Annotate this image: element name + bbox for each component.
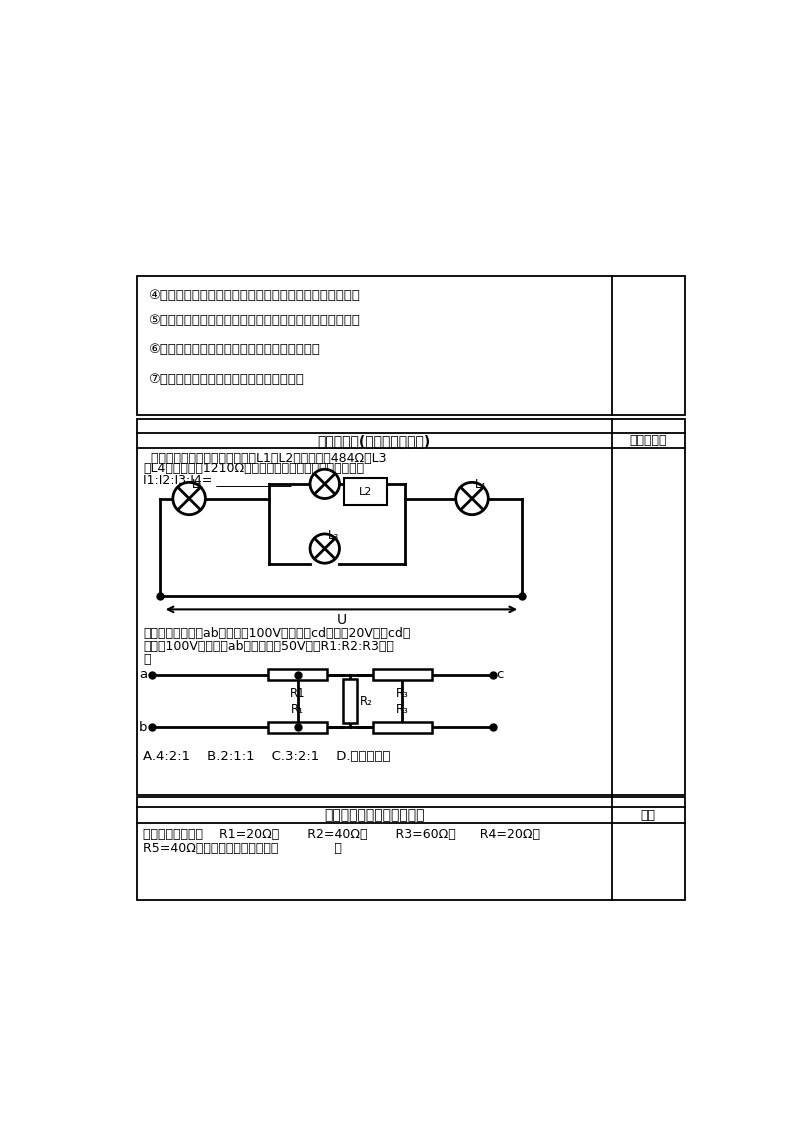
Text: c: c (496, 668, 503, 681)
Bar (138, 419, 685, 795)
Text: R₃: R₃ (396, 687, 409, 701)
Circle shape (310, 470, 339, 498)
Text: a: a (139, 668, 147, 681)
Bar (373, 722, 432, 732)
Bar (138, 276, 685, 414)
Circle shape (456, 482, 488, 515)
Text: R5=40Ω，则下列说法正确的是（              ）: R5=40Ω，则下列说法正确的是（ ） (143, 842, 342, 855)
Text: L₁: L₁ (192, 479, 204, 491)
Text: L2: L2 (358, 487, 372, 497)
Bar (344, 478, 386, 506)
Text: ⑥并联电路中，某一电阵增大，总电阵如何变？: ⑥并联电路中，某一电阵增大，总电阵如何变？ (148, 343, 320, 355)
Bar (343, 679, 358, 722)
Text: R₂: R₂ (360, 695, 373, 708)
Bar (373, 669, 432, 680)
Circle shape (310, 534, 339, 564)
Text: ⑤不同阵値的电阵并联，总电阵与其中最小电阵有何关系？: ⑤不同阵値的电阵并联，总电阵与其中最小电阵有何关系？ (148, 315, 360, 327)
Text: 有四盏灯，接入如图的电路中，L1和L2的电阵均为484Ω，L3: 有四盏灯，接入如图的电路中，L1和L2的电阵均为484Ω，L3 (143, 452, 387, 464)
Text: ④不同阵値的电阵串联，总电阵与其中最大电阵有何关系？: ④不同阵値的电阵串联，总电阵与其中最大电阵有何关系？ (148, 289, 360, 302)
Text: 能力挑战区（更上一层楼）: 能力挑战区（更上一层楼） (324, 808, 425, 822)
Text: 和L4的电阵均为1210Ω，把电路接通后，四盏灯的电流之比: 和L4的电阵均为1210Ω，把电路接通后，四盏灯的电流之比 (143, 462, 365, 475)
Circle shape (173, 482, 206, 515)
Text: b: b (138, 721, 147, 734)
Text: 端接入100V电压时，ab两端电压为50V，则R1:R2:R3为（: 端接入100V电压时，ab两端电压为50V，则R1:R2:R3为（ (143, 641, 394, 653)
Text: 自评、组评: 自评、组评 (630, 435, 667, 447)
Bar (268, 669, 327, 680)
Text: R1: R1 (290, 687, 306, 701)
Text: ⑦并联电路中，支路增多，总电阵如何变？: ⑦并联电路中，支路增多，总电阵如何变？ (148, 372, 304, 386)
Text: U: U (336, 614, 346, 627)
Text: L₄: L₄ (475, 479, 486, 491)
Bar (138, 797, 685, 900)
Text: 收获: 收获 (641, 809, 656, 822)
Text: R₁: R₁ (291, 703, 304, 717)
Text: A.4:2:1    B.2:1:1    C.3:2:1    D.以上都不对: A.4:2:1 B.2:1:1 C.3:2:1 D.以上都不对 (143, 749, 391, 763)
Text: L₃: L₃ (328, 529, 339, 541)
Text: ）: ） (143, 653, 151, 667)
Text: R₃: R₃ (396, 703, 409, 717)
Text: 当堂检测区(评学、人人过关): 当堂检测区(评学、人人过关) (318, 434, 431, 448)
Bar (268, 722, 327, 732)
Text: 如图所示电路，当ab两端接入100V电压时，cd两端为20V，当cd两: 如图所示电路，当ab两端接入100V电压时，cd两端为20V，当cd两 (143, 627, 410, 640)
Text: I1:I2:I3:I4= ____________.: I1:I2:I3:I4= ____________. (143, 473, 296, 486)
Text: 如图所示电路中，    R1=20Ω，       R2=40Ω，       R3=60Ω，      R4=20Ω，: 如图所示电路中， R1=20Ω， R2=40Ω， R3=60Ω， R4=20Ω， (143, 829, 541, 841)
